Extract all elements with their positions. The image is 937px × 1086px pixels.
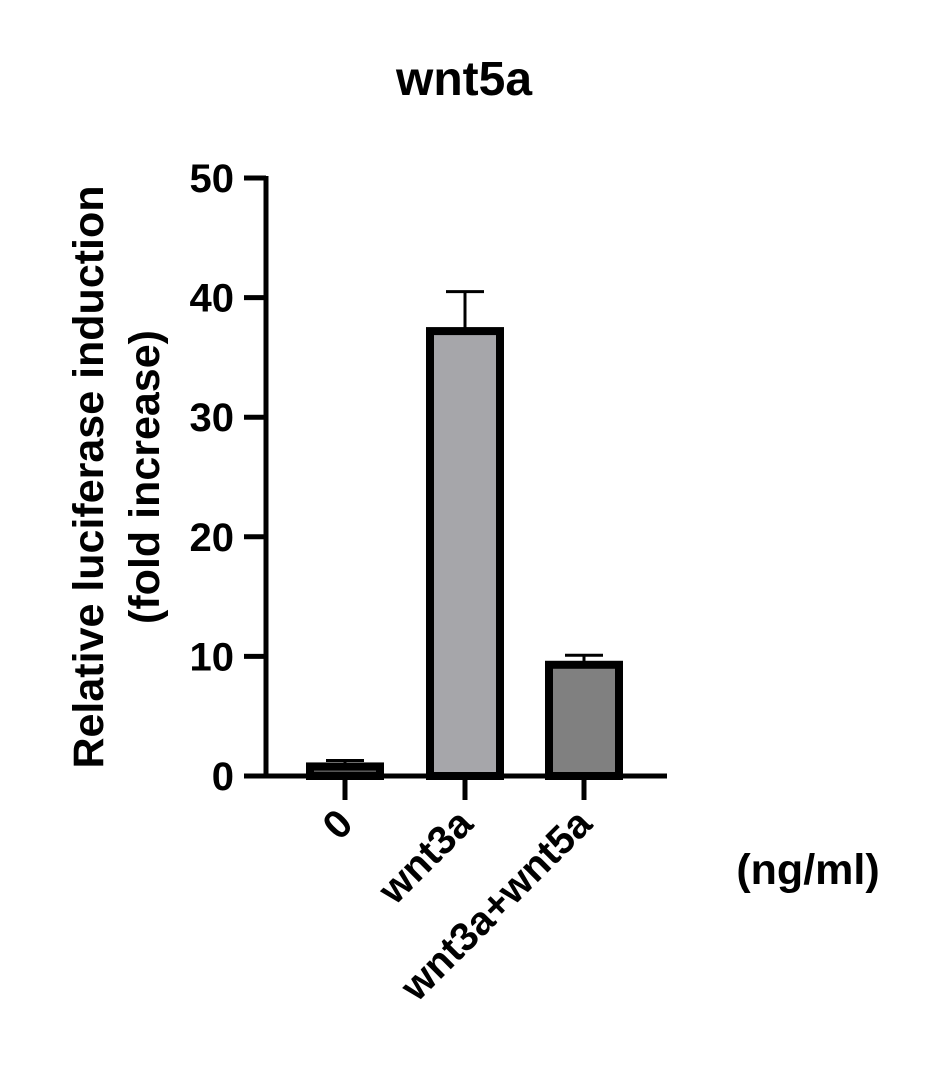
x-tick-label: 0	[315, 801, 362, 848]
y-tick-label: 0	[212, 755, 234, 799]
bar	[426, 327, 504, 780]
y-axis-label-line2: (fold increase)	[121, 330, 169, 624]
y-axis-label-line1: Relative luciferase induction	[65, 185, 113, 768]
bar	[545, 660, 623, 780]
y-tick-label: 30	[190, 396, 235, 440]
y-tick-label: 40	[190, 277, 235, 321]
y-tick-label: 50	[190, 157, 235, 201]
y-axis-label: Relative luciferase induction (fold incr…	[65, 185, 169, 768]
y-tick-label: 20	[190, 516, 235, 560]
x-axis-unit-label: (ng/ml)	[736, 846, 879, 894]
y-tick-label: 10	[190, 635, 235, 679]
x-tick-label: wnt3a	[369, 801, 482, 914]
chart-title: wnt5a	[395, 53, 532, 106]
